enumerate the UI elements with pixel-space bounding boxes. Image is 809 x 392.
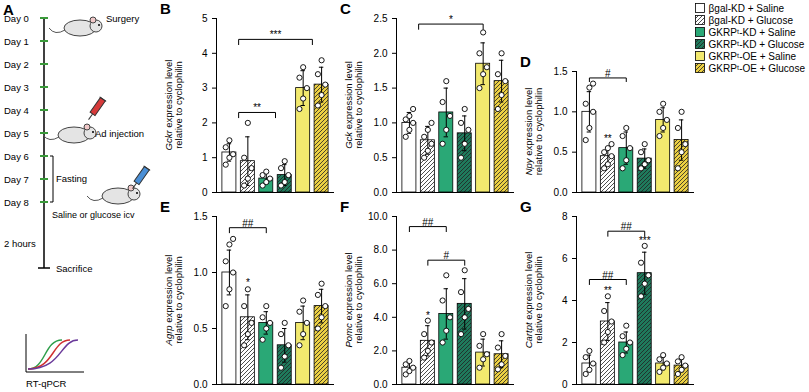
svg-text:1.5: 1.5 bbox=[374, 82, 388, 93]
svg-text:0: 0 bbox=[202, 187, 208, 198]
svg-text:Saline or glucose icv: Saline or glucose icv bbox=[52, 210, 135, 220]
svg-text:*: * bbox=[449, 14, 453, 25]
svg-text:0.0: 0.0 bbox=[554, 187, 568, 198]
svg-text:10.0: 10.0 bbox=[368, 211, 388, 222]
svg-text:6.0: 6.0 bbox=[374, 278, 388, 289]
svg-text:**: ** bbox=[604, 285, 612, 296]
svg-text:*: * bbox=[246, 277, 250, 288]
svg-text:##: ## bbox=[602, 270, 614, 281]
svg-text:#: # bbox=[605, 68, 611, 79]
svg-text:***: *** bbox=[639, 235, 651, 246]
svg-text:Day 4: Day 4 bbox=[4, 105, 29, 116]
svg-text:Cartpt expression levelrelativ: Cartpt expression levelrelative to cyclo… bbox=[523, 252, 544, 349]
html-text:E: E bbox=[160, 198, 170, 215]
html-text:GKRPᵗ-KD + Glucose: GKRPᵗ-KD + Glucose bbox=[708, 38, 805, 50]
svg-text:3: 3 bbox=[202, 82, 208, 93]
svg-text:8.0: 8.0 bbox=[374, 244, 388, 255]
svg-text:0: 0 bbox=[562, 379, 568, 390]
svg-text:*: * bbox=[426, 310, 430, 321]
svg-text:##: ## bbox=[422, 217, 434, 228]
svg-text:5: 5 bbox=[202, 13, 208, 24]
svg-text:1.0: 1.0 bbox=[374, 117, 388, 128]
svg-text:8: 8 bbox=[562, 211, 568, 222]
svg-text:4: 4 bbox=[562, 295, 568, 306]
html-text:GKRPᵗ-KD + Saline: GKRPᵗ-KD + Saline bbox=[708, 26, 796, 38]
svg-text:Npy expression levelrelative t: Npy expression levelrelative to cyclophi… bbox=[523, 88, 544, 176]
html-text:F: F bbox=[340, 198, 350, 215]
svg-text:2 hours: 2 hours bbox=[4, 238, 36, 249]
svg-text:Surgery: Surgery bbox=[106, 13, 140, 24]
svg-text:2.0: 2.0 bbox=[374, 345, 388, 356]
svg-text:0.0: 0.0 bbox=[374, 187, 388, 198]
svg-text:Day 0: Day 0 bbox=[4, 13, 29, 24]
html-text:C: C bbox=[340, 0, 351, 17]
svg-text:0.5: 0.5 bbox=[194, 323, 208, 334]
svg-text:Day 8: Day 8 bbox=[4, 197, 29, 208]
svg-text:Sacrifice: Sacrifice bbox=[56, 263, 92, 274]
svg-text:1.0: 1.0 bbox=[194, 267, 208, 278]
html-text:βgal-KD + Glucose: βgal-KD + Glucose bbox=[708, 14, 793, 26]
html-text:βgal-KD + Saline: βgal-KD + Saline bbox=[708, 2, 785, 14]
svg-text:1.5: 1.5 bbox=[554, 66, 568, 77]
svg-text:Day 5: Day 5 bbox=[4, 128, 29, 139]
html-text:GKRPᵗ-OE + Saline: GKRPᵗ-OE + Saline bbox=[708, 50, 797, 62]
svg-text:0.5: 0.5 bbox=[374, 152, 388, 163]
svg-text:4.0: 4.0 bbox=[374, 312, 388, 323]
svg-text:**: ** bbox=[253, 102, 261, 113]
svg-text:1: 1 bbox=[202, 152, 208, 163]
svg-text:2.0: 2.0 bbox=[374, 48, 388, 59]
svg-text:1.5: 1.5 bbox=[194, 211, 208, 222]
svg-text:0.0: 0.0 bbox=[374, 379, 388, 390]
svg-text:Day 1: Day 1 bbox=[4, 36, 29, 47]
svg-text:Fasting: Fasting bbox=[56, 173, 87, 184]
svg-text:2.5: 2.5 bbox=[374, 13, 388, 24]
svg-text:Gck expression levelrelative t: Gck expression levelrelative to cyclophi… bbox=[343, 61, 364, 149]
svg-text:Ad injection: Ad injection bbox=[95, 128, 144, 139]
svg-text:Day 6: Day 6 bbox=[4, 151, 29, 162]
svg-text:2: 2 bbox=[562, 337, 568, 348]
html-text:G: G bbox=[520, 198, 532, 215]
svg-text:##: ## bbox=[621, 221, 633, 232]
html-text:GKRPᵗ-OE + Glucose: GKRPᵗ-OE + Glucose bbox=[708, 62, 805, 74]
svg-text:#: # bbox=[444, 250, 450, 261]
svg-text:**: ** bbox=[604, 133, 612, 144]
svg-text:##: ## bbox=[242, 218, 254, 229]
svg-text:Day 2: Day 2 bbox=[4, 59, 29, 70]
svg-text:Day 3: Day 3 bbox=[4, 82, 29, 93]
svg-text:Agrp expression levelrelative: Agrp expression levelrelative to cycloph… bbox=[163, 255, 184, 347]
svg-text:6: 6 bbox=[562, 253, 568, 264]
svg-text:Gckr expression levelrelative: Gckr expression levelrelative to cycloph… bbox=[163, 60, 184, 151]
svg-text:RT-qPCR: RT-qPCR bbox=[26, 378, 67, 389]
svg-text:0.0: 0.0 bbox=[194, 379, 208, 390]
html-text:B: B bbox=[160, 0, 171, 17]
svg-text:***: *** bbox=[270, 29, 282, 40]
svg-text:4: 4 bbox=[202, 48, 208, 59]
svg-text:Pomc expression levelrelative: Pomc expression levelrelative to cycloph… bbox=[343, 252, 364, 347]
svg-text:Day 7: Day 7 bbox=[4, 174, 29, 185]
svg-text:1.0: 1.0 bbox=[554, 106, 568, 117]
svg-text:0.5: 0.5 bbox=[554, 146, 568, 157]
html-text:D: D bbox=[520, 53, 531, 70]
svg-text:2: 2 bbox=[202, 117, 208, 128]
svg-text:A: A bbox=[3, 1, 14, 18]
